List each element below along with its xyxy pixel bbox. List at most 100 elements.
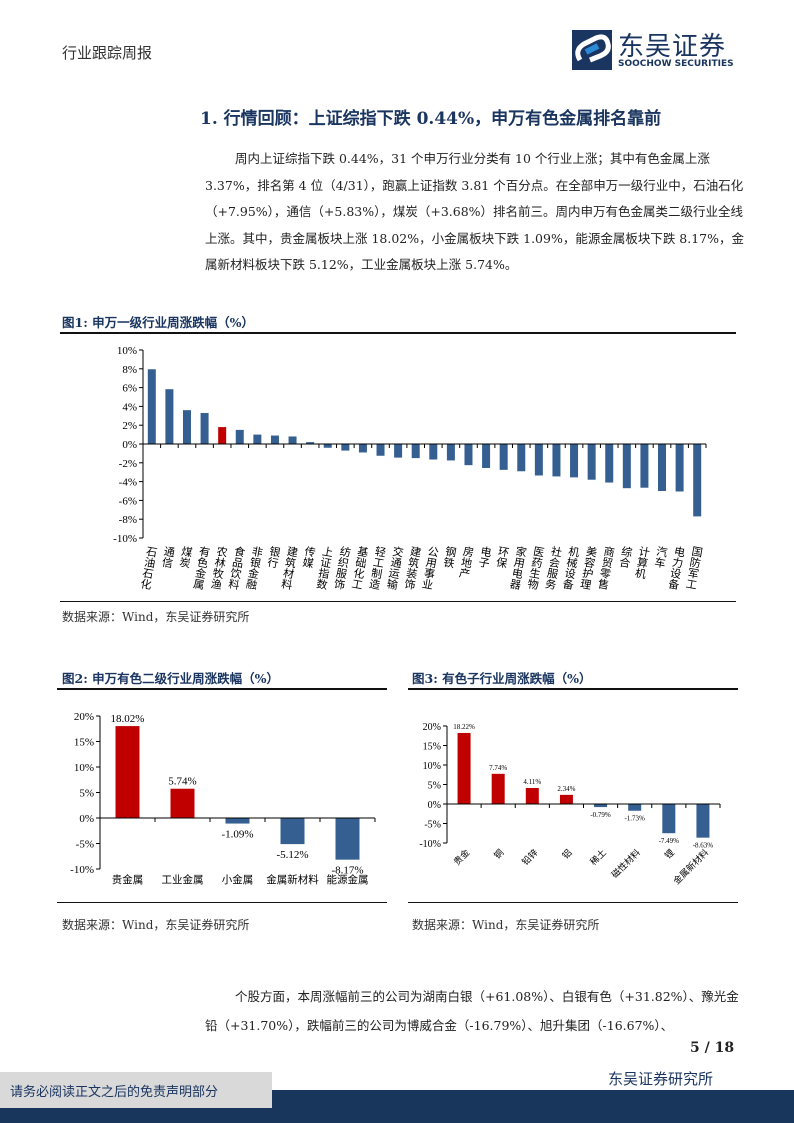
data-label: -1.73%: [624, 815, 645, 823]
bar: [341, 444, 350, 451]
category-label: 通信: [160, 545, 176, 570]
category-label: 基础化工: [349, 545, 369, 591]
y-tick-label: -2%: [119, 458, 137, 470]
bar: [662, 804, 676, 834]
category-label: 房地产: [457, 545, 475, 581]
category-label: 纺织服饰: [332, 544, 352, 591]
report-type: 行业跟踪周报: [62, 44, 153, 62]
category-label: 建筑材料: [279, 544, 299, 591]
y-tick-label: 10%: [74, 762, 94, 774]
bar: [429, 444, 438, 460]
logo-en: SOOCHOW SECURITIES: [618, 59, 734, 69]
bar: [675, 444, 684, 492]
chart-nonferrous-subsectors: 20% 15% 10% 5% 0% -5% -10% 18.22% 贵金 7.74% 铜 4.11% 铅…: [419, 722, 721, 887]
category-label: 电力设备: [666, 545, 686, 591]
bar: [517, 444, 526, 472]
bar: [457, 732, 471, 804]
data-label: 5.74%: [168, 776, 196, 788]
bar: [394, 444, 403, 458]
bar: [253, 434, 262, 444]
bar: [559, 794, 573, 804]
category-label: 稀土: [587, 847, 608, 868]
figure1-bottom-rule: [60, 601, 736, 602]
data-label: -0.79%: [590, 811, 611, 819]
y-tick-label: 10%: [117, 345, 137, 357]
disclaimer-text: 请务必阅读正文之后的免责声明部分: [10, 1085, 219, 1100]
bar: [306, 442, 315, 444]
category-label: 计算机: [633, 545, 651, 580]
figure2-source: 数据来源：Wind，东吴证券研究所: [62, 918, 250, 932]
bar: [200, 412, 209, 444]
category-label: 建筑装饰: [402, 544, 422, 591]
y-tick-label: 10%: [423, 761, 441, 772]
data-label: 2.34%: [557, 785, 575, 793]
bar: [693, 444, 702, 517]
category-label: 金属新材料: [671, 847, 711, 887]
data-label: -8.17%: [331, 865, 363, 877]
footer-institute: 东吴证券研究所: [608, 1070, 714, 1088]
bar: [622, 444, 631, 489]
y-tick-label: 2%: [122, 420, 137, 432]
bar: [491, 773, 505, 804]
bar: [525, 787, 539, 804]
bar: [570, 444, 579, 478]
category-label: 铝: [560, 847, 574, 861]
category-label: 磁性材料: [609, 847, 642, 880]
bar: [594, 804, 608, 808]
bar: [376, 444, 385, 456]
y-tick-label: 5%: [428, 781, 441, 792]
category-label: 环保: [494, 545, 510, 570]
y-tick-label: 6%: [122, 383, 137, 395]
data-label: -1.09%: [221, 829, 253, 841]
y-tick-label: -6%: [119, 495, 137, 507]
bar: [605, 444, 614, 483]
y-tick-label: -8%: [119, 514, 137, 526]
figure3-bottom-rule: [408, 902, 738, 903]
bar: [534, 444, 543, 476]
data-label: 18.22%: [453, 723, 475, 731]
bar: [411, 444, 420, 459]
category-label: 工业金属: [162, 873, 204, 886]
bar: [270, 435, 279, 444]
category-label: 美容护理: [578, 545, 598, 591]
y-tick-label: 5%: [79, 788, 94, 800]
figure1-title: 图1: 申万一级行业周涨跌幅（%）: [62, 315, 255, 330]
data-label: -7.49%: [659, 837, 680, 845]
y-tick-label: -10%: [113, 533, 137, 545]
category-label: 国防军工: [684, 545, 704, 591]
paragraph-market-review: 周内上证综指下跌 0.44%，31 个申万行业分类有 10 个行业上涨；其中有色…: [205, 151, 745, 272]
y-tick-label: 0%: [122, 439, 137, 451]
figure2-bottom-rule: [57, 902, 387, 903]
bar: [235, 429, 244, 444]
category-label: 医药生物: [525, 545, 545, 591]
chart-industry-weekly: 10% 8% 6% 4% 2% 0% -2% -4% -6% -8% -10%石油石化 通信 煤炭有色金…: [113, 345, 707, 591]
paragraph-stocks: 个股方面，本周涨幅前三的公司为湖南白银（+61.08%）、白银有色（+31.82…: [205, 989, 739, 1033]
y-tick-label: -10%: [419, 839, 441, 850]
figure2-top-rule: [57, 688, 387, 690]
data-label: -8.63%: [693, 842, 714, 850]
bar: [499, 444, 508, 470]
category-label: 能源金属: [327, 873, 369, 886]
category-label: 汽车: [652, 544, 668, 570]
bar: [446, 444, 455, 461]
data-label: -5.12%: [276, 849, 308, 861]
category-label: 贵金属: [112, 873, 144, 886]
category-label: 铜: [491, 847, 505, 861]
figure1-top-rule: [60, 332, 736, 334]
category-label: 金属新材料: [266, 873, 319, 886]
category-label: 钢铁: [441, 545, 457, 569]
bar: [218, 427, 227, 444]
y-tick-label: 20%: [423, 722, 441, 733]
category-label: 铅锌: [519, 847, 540, 868]
logo-cn: 东吴证券: [618, 32, 727, 62]
category-label: 传媒: [300, 545, 316, 570]
category-label: 社会服务: [543, 544, 563, 591]
chart-sw-nonferrous-level2: 20% 15% 10% 5% 0% -5% -10% 18.02% 贵金属 5.74% 工业金属 -1…: [70, 711, 376, 886]
figure3-top-rule: [408, 688, 738, 690]
bar: [587, 444, 596, 480]
y-tick-label: -4%: [119, 477, 137, 489]
page-number: 5 / 18: [690, 1040, 735, 1056]
figure3-title: 图3: 有色子行业周涨跌幅（%）: [412, 671, 592, 686]
y-tick-label: 20%: [74, 711, 94, 723]
